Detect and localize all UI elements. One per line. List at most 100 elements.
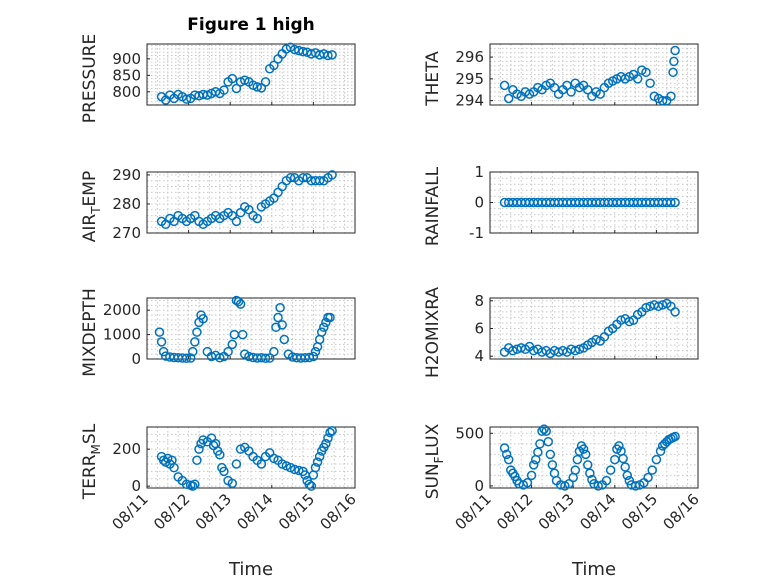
data-point (294, 465, 304, 476)
data-point (670, 307, 680, 317)
data-point (325, 312, 335, 323)
data-point (273, 312, 283, 323)
data-point (647, 465, 657, 475)
data-point (323, 433, 333, 443)
data-point (670, 197, 680, 208)
y-tick-label: 290 (112, 166, 141, 184)
data-point (564, 479, 574, 489)
data-point (298, 173, 308, 183)
y-tick-label: 0 (474, 477, 484, 495)
data-point (572, 454, 583, 465)
data-point (298, 46, 308, 57)
data-point (237, 329, 248, 340)
data-point (533, 447, 543, 457)
data-point (156, 337, 167, 347)
data-point (312, 457, 323, 467)
data-point (198, 313, 208, 324)
data-point (240, 75, 250, 86)
data-point (314, 451, 325, 462)
y-tick-label: 4 (474, 347, 484, 365)
data-point (655, 446, 666, 456)
data-point (248, 80, 258, 90)
y-axis-label: H2OMIXRA (423, 287, 443, 378)
data-point (618, 453, 628, 464)
data-point (181, 353, 192, 364)
data-point (231, 459, 242, 469)
y-axis-label: THETA (423, 51, 443, 107)
data-point (539, 424, 549, 434)
data-point (325, 427, 335, 438)
data-point (630, 481, 641, 491)
data-point (653, 301, 664, 312)
data-point (289, 44, 300, 55)
data-point (256, 459, 267, 469)
y-axis-label: SUNFLUX (423, 423, 446, 499)
data-point (549, 82, 560, 93)
data-point (185, 353, 196, 363)
y-tick-label: 500 (455, 424, 484, 442)
data-point (260, 77, 271, 87)
y-axis-label: TERRMSL (80, 423, 103, 500)
data-point (669, 56, 679, 67)
y-axis-label: RAINFALL (423, 166, 443, 246)
data-point (508, 345, 518, 356)
data-point (223, 346, 233, 357)
data-point (651, 454, 662, 465)
data-point (578, 444, 589, 454)
y-axis-label: MIXDEPTH (80, 288, 100, 377)
data-point (547, 460, 558, 470)
data-point (269, 346, 279, 357)
data-point (562, 80, 572, 91)
subplot-rainfall: -1 0 1 RAINFALL (423, 163, 699, 246)
data-point (503, 93, 514, 104)
data-point (304, 479, 314, 490)
data-point (264, 353, 275, 363)
data-point (535, 439, 545, 449)
data-point (314, 175, 325, 186)
plot-border (489, 43, 699, 106)
data-point (188, 346, 198, 357)
plot-border (146, 43, 356, 106)
data-point (570, 345, 581, 356)
data-point (316, 327, 327, 337)
y-tick-label: 0 (131, 350, 141, 368)
data-point (190, 337, 200, 347)
data-point (605, 465, 616, 475)
data-point (645, 78, 655, 88)
data-point (227, 478, 238, 489)
data-point (275, 303, 285, 313)
time-axis-label-left: Time (228, 559, 273, 580)
data-point (526, 470, 537, 481)
y-axis-label: AIRTEMP (80, 171, 103, 242)
y-axis-label: PRESSURE (80, 34, 100, 123)
y-tick-label: 0 (131, 477, 141, 495)
data-point (190, 479, 200, 490)
data-point (323, 50, 333, 61)
data-point (285, 173, 296, 183)
data-point (657, 95, 668, 106)
data-point (583, 460, 593, 470)
plot-border (489, 297, 699, 360)
y-tick-label: 0 (474, 194, 484, 212)
data-point (624, 316, 635, 327)
data-point (194, 444, 204, 454)
data-point (215, 449, 225, 460)
data-point (641, 67, 651, 78)
data-point (277, 320, 287, 330)
data-point (269, 60, 279, 71)
y-tick-label: 200 (112, 440, 141, 458)
data-point (614, 441, 624, 451)
data-point (668, 67, 678, 78)
y-tick-label: 296 (455, 48, 484, 66)
data-point (643, 472, 653, 483)
y-tick-label: 900 (112, 50, 141, 68)
y-tick-label: 1 (474, 163, 484, 181)
data-point (158, 346, 169, 357)
figure-title: Figure 1 high (187, 15, 315, 35)
data-point (641, 302, 651, 313)
data-point (566, 87, 576, 97)
data-point (252, 82, 262, 92)
